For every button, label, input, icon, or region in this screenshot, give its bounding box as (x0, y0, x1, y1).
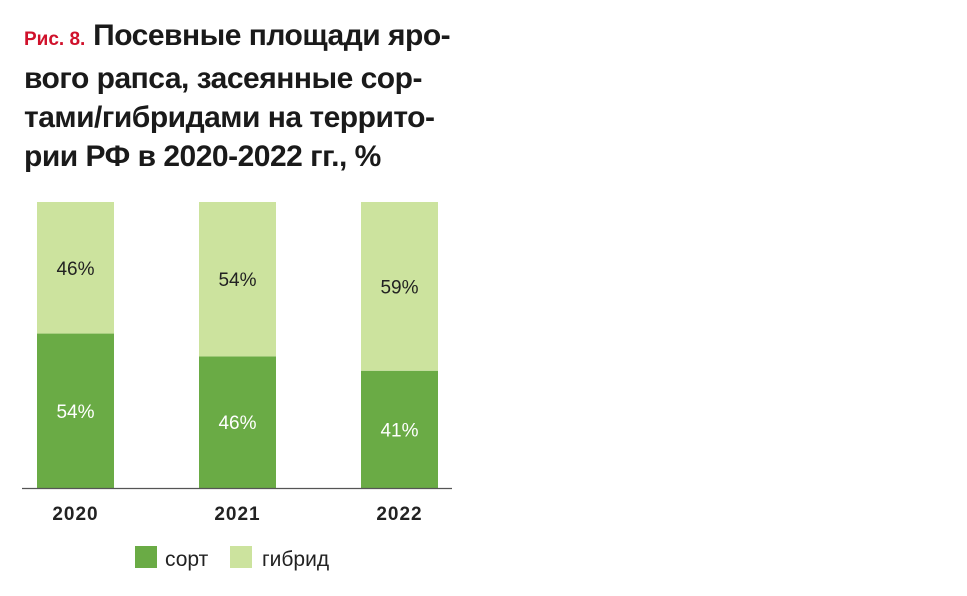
x-tick-label-2022: 2022 (376, 504, 422, 525)
bar-sort-2021 (199, 356, 276, 488)
x-tick-label-2020: 2020 (52, 504, 98, 525)
figure-label: Рис. 8. (24, 29, 86, 50)
legend-swatch-sort (135, 546, 157, 568)
bar-hybrid-2020 (37, 202, 114, 334)
bar-hybrid-2021 (199, 202, 276, 357)
data-label-sort-2020: 54% (56, 402, 94, 423)
x-tick-label-2021: 2021 (214, 504, 260, 525)
bar-sort-2022 (361, 370, 438, 488)
data-label-hybrid-2021: 54% (218, 270, 256, 291)
data-label-sort-2021: 46% (218, 413, 256, 434)
data-label-hybrid-2020: 46% (56, 259, 94, 280)
data-label-hybrid-2022: 59% (380, 277, 418, 298)
legend-swatch-hybrid (230, 546, 252, 568)
chart-title: Рис. 8. Посевные площади яро- вого рапса… (24, 16, 464, 176)
legend-label-hybrid: гибрид (262, 548, 329, 571)
title-line-2: вого рапса, засеянные сор- (24, 62, 422, 95)
bar-hybrid-2022 (361, 202, 438, 371)
bar-sort-2020 (37, 333, 114, 488)
title-line-3: тами/гибридами на террито- (24, 101, 435, 134)
title-line-4: рии РФ в 2020-2022 гг., % (24, 140, 381, 173)
legend-label-sort: сорт (165, 548, 209, 571)
title-line-1: Посевные площади яро- (93, 19, 451, 52)
data-label-sort-2022: 41% (380, 420, 418, 441)
